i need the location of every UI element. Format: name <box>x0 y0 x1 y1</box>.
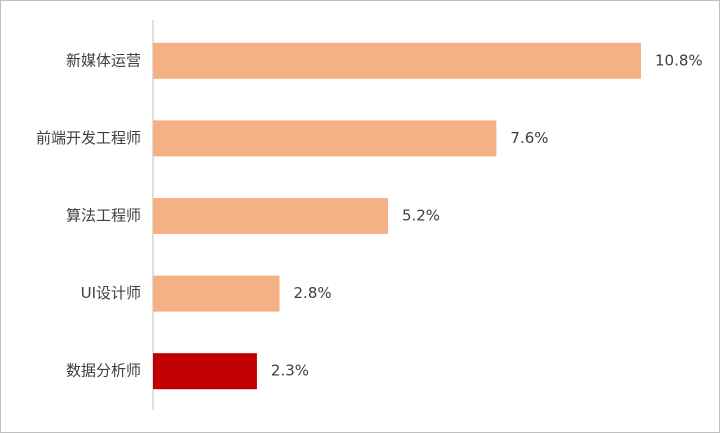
y-tick-label: 新媒体运营 <box>66 51 141 69</box>
value-label: 10.8% <box>655 51 703 69</box>
y-tick-label: 数据分析师 <box>66 362 141 380</box>
value-label: 5.2% <box>402 207 440 225</box>
bar <box>153 120 497 157</box>
y-tick-label: UI设计师 <box>81 284 141 302</box>
value-label: 2.3% <box>271 362 309 380</box>
y-tick-label: 算法工程师 <box>66 207 141 225</box>
value-label: 2.8% <box>294 284 332 302</box>
y-tick-label: 前端开发工程师 <box>36 129 141 147</box>
bar <box>153 198 388 234</box>
bar <box>153 42 641 79</box>
bar <box>153 353 257 390</box>
bar <box>153 275 280 312</box>
value-label: 7.6% <box>510 129 548 147</box>
